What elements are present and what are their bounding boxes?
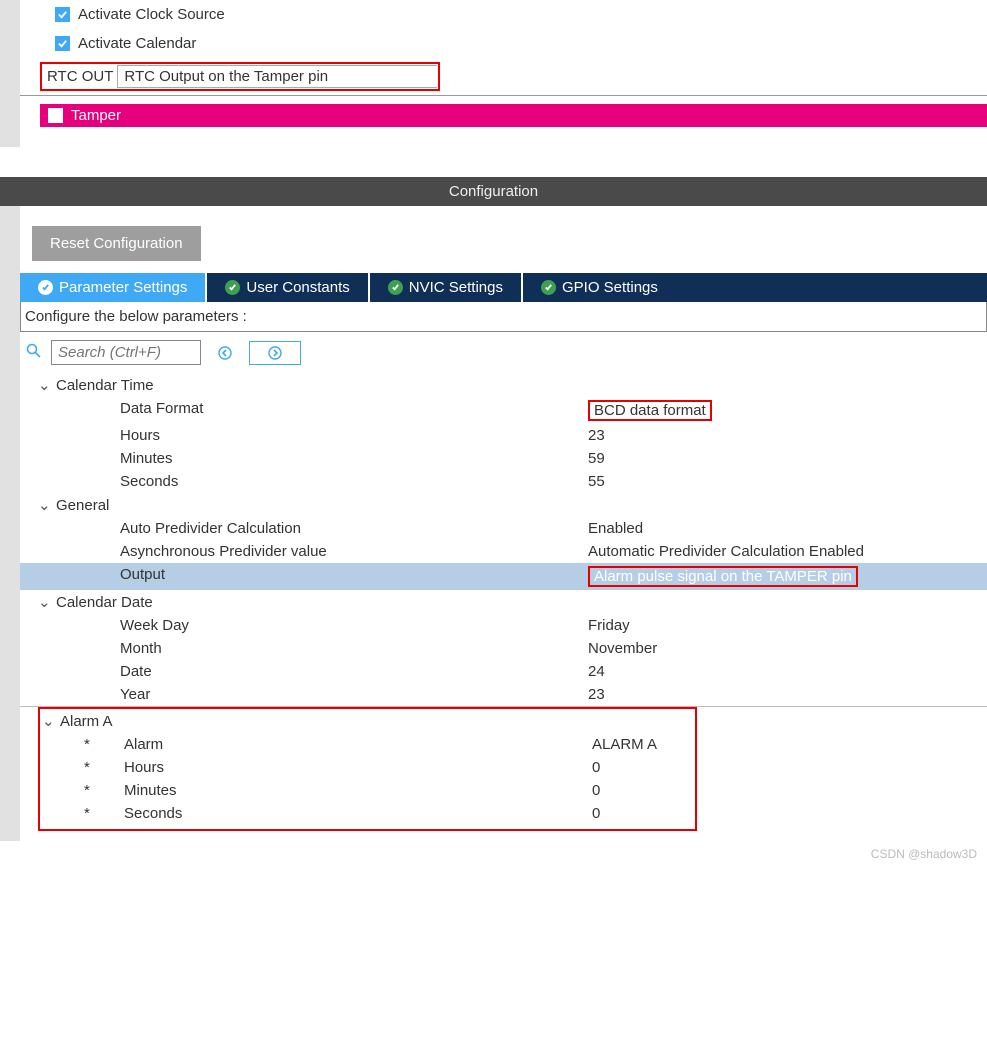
parameters-tree: ⌄ Calendar Time Data Format BCD data for… <box>20 373 987 841</box>
param-alarm[interactable]: Alarm ALARM A <box>40 733 695 756</box>
param-value[interactable]: Enabled <box>588 520 987 537</box>
param-label: Asynchronous Predivider value <box>20 543 588 560</box>
tab-label: Parameter Settings <box>59 279 187 296</box>
check-icon <box>388 280 403 295</box>
param-value[interactable]: 0 <box>592 782 695 799</box>
instruction-text: Configure the below parameters : <box>20 302 987 332</box>
param-value[interactable]: Automatic Predivider Calculation Enabled <box>588 543 987 560</box>
group-title: General <box>56 497 109 514</box>
rtc-out-row[interactable]: RTC OUT RTC Output on the Tamper pin <box>40 62 440 91</box>
tamper-label: Tamper <box>71 107 121 124</box>
param-output[interactable]: Output Alarm pulse signal on the TAMPER … <box>20 563 987 590</box>
tab-parameter-settings[interactable]: Parameter Settings <box>20 273 205 302</box>
param-value[interactable]: Friday <box>588 617 987 634</box>
param-value[interactable]: 24 <box>588 663 987 680</box>
tab-label: NVIC Settings <box>409 279 503 296</box>
param-label: Seconds <box>40 805 592 822</box>
param-week-day[interactable]: Week Day Friday <box>20 614 987 637</box>
checkbox-unchecked-icon[interactable] <box>48 108 63 123</box>
tab-user-constants[interactable]: User Constants <box>207 273 367 302</box>
param-year[interactable]: Year 23 <box>20 683 987 707</box>
param-value[interactable]: BCD data format <box>588 400 987 421</box>
param-date[interactable]: Date 24 <box>20 660 987 683</box>
param-value[interactable]: 59 <box>588 450 987 467</box>
tab-gpio-settings[interactable]: GPIO Settings <box>523 273 676 302</box>
param-label: Date <box>20 663 588 680</box>
group-calendar-time[interactable]: ⌄ Calendar Time <box>20 373 987 397</box>
param-label: Minutes <box>20 450 588 467</box>
chevron-down-icon: ⌄ <box>38 376 48 394</box>
activate-calendar-row[interactable]: Activate Calendar <box>20 29 987 58</box>
tabs: Parameter Settings User Constants NVIC S… <box>20 273 987 302</box>
param-auto-predivider[interactable]: Auto Predivider Calculation Enabled <box>20 517 987 540</box>
param-label: Data Format <box>20 400 588 421</box>
checkbox-checked-icon[interactable] <box>55 36 70 51</box>
param-value[interactable]: ALARM A <box>592 736 695 753</box>
param-value[interactable]: 23 <box>588 427 987 444</box>
group-title: Calendar Date <box>56 594 153 611</box>
tab-label: GPIO Settings <box>562 279 658 296</box>
param-seconds[interactable]: Seconds 55 <box>20 470 987 493</box>
chevron-down-icon: ⌄ <box>38 496 48 514</box>
check-icon <box>541 280 556 295</box>
param-value[interactable]: 0 <box>592 759 695 776</box>
watermark: CSDN @shadow3D <box>0 841 987 867</box>
check-icon <box>225 280 240 295</box>
checkbox-checked-icon[interactable] <box>55 7 70 22</box>
reset-configuration-button[interactable]: Reset Configuration <box>32 226 201 261</box>
param-minutes[interactable]: Minutes 59 <box>20 447 987 470</box>
group-alarm-a[interactable]: ⌄ Alarm A <box>40 709 695 733</box>
param-label: Minutes <box>40 782 592 799</box>
group-calendar-date[interactable]: ⌄ Calendar Date <box>20 590 987 614</box>
activate-clock-source-row[interactable]: Activate Clock Source <box>20 0 987 29</box>
param-month[interactable]: Month November <box>20 637 987 660</box>
alarm-a-highlight-box: ⌄ Alarm A Alarm ALARM A Hours 0 Minutes … <box>38 707 697 831</box>
param-label: Hours <box>40 759 592 776</box>
tab-nvic-settings[interactable]: NVIC Settings <box>370 273 521 302</box>
param-value[interactable]: Alarm pulse signal on the TAMPER pin <box>588 566 987 587</box>
param-label: Week Day <box>20 617 588 634</box>
param-label: Hours <box>20 427 588 444</box>
next-button[interactable] <box>249 341 301 365</box>
configuration-header: Configuration <box>0 177 987 206</box>
check-icon <box>38 280 53 295</box>
param-value[interactable]: 23 <box>588 686 987 703</box>
tamper-row[interactable]: Tamper <box>40 104 987 127</box>
activate-clock-source-label: Activate Clock Source <box>78 6 225 23</box>
group-general[interactable]: ⌄ General <box>20 493 987 517</box>
chevron-down-icon: ⌄ <box>42 712 52 730</box>
tab-label: User Constants <box>246 279 349 296</box>
param-async-predivider[interactable]: Asynchronous Predivider value Automatic … <box>20 540 987 563</box>
param-label: Seconds <box>20 473 588 490</box>
rtc-out-value[interactable]: RTC Output on the Tamper pin <box>117 65 437 88</box>
search-input[interactable] <box>51 340 201 365</box>
group-title: Alarm A <box>60 713 113 730</box>
param-hours[interactable]: Hours 23 <box>20 424 987 447</box>
activate-calendar-label: Activate Calendar <box>78 35 196 52</box>
prev-button[interactable] <box>211 341 239 365</box>
param-label: Output <box>20 566 588 587</box>
search-icon <box>26 343 41 362</box>
group-title: Calendar Time <box>56 377 154 394</box>
param-data-format[interactable]: Data Format BCD data format <box>20 397 987 424</box>
param-alarm-hours[interactable]: Hours 0 <box>40 756 695 779</box>
chevron-down-icon: ⌄ <box>38 593 48 611</box>
param-alarm-minutes[interactable]: Minutes 0 <box>40 779 695 802</box>
param-label: Year <box>20 686 588 703</box>
param-value[interactable]: November <box>588 640 987 657</box>
rtc-out-label: RTC OUT <box>43 66 117 87</box>
param-label: Alarm <box>40 736 592 753</box>
param-value[interactable]: 0 <box>592 805 695 822</box>
param-alarm-seconds[interactable]: Seconds 0 <box>40 802 695 825</box>
param-label: Auto Predivider Calculation <box>20 520 588 537</box>
param-label: Month <box>20 640 588 657</box>
param-value[interactable]: 55 <box>588 473 987 490</box>
